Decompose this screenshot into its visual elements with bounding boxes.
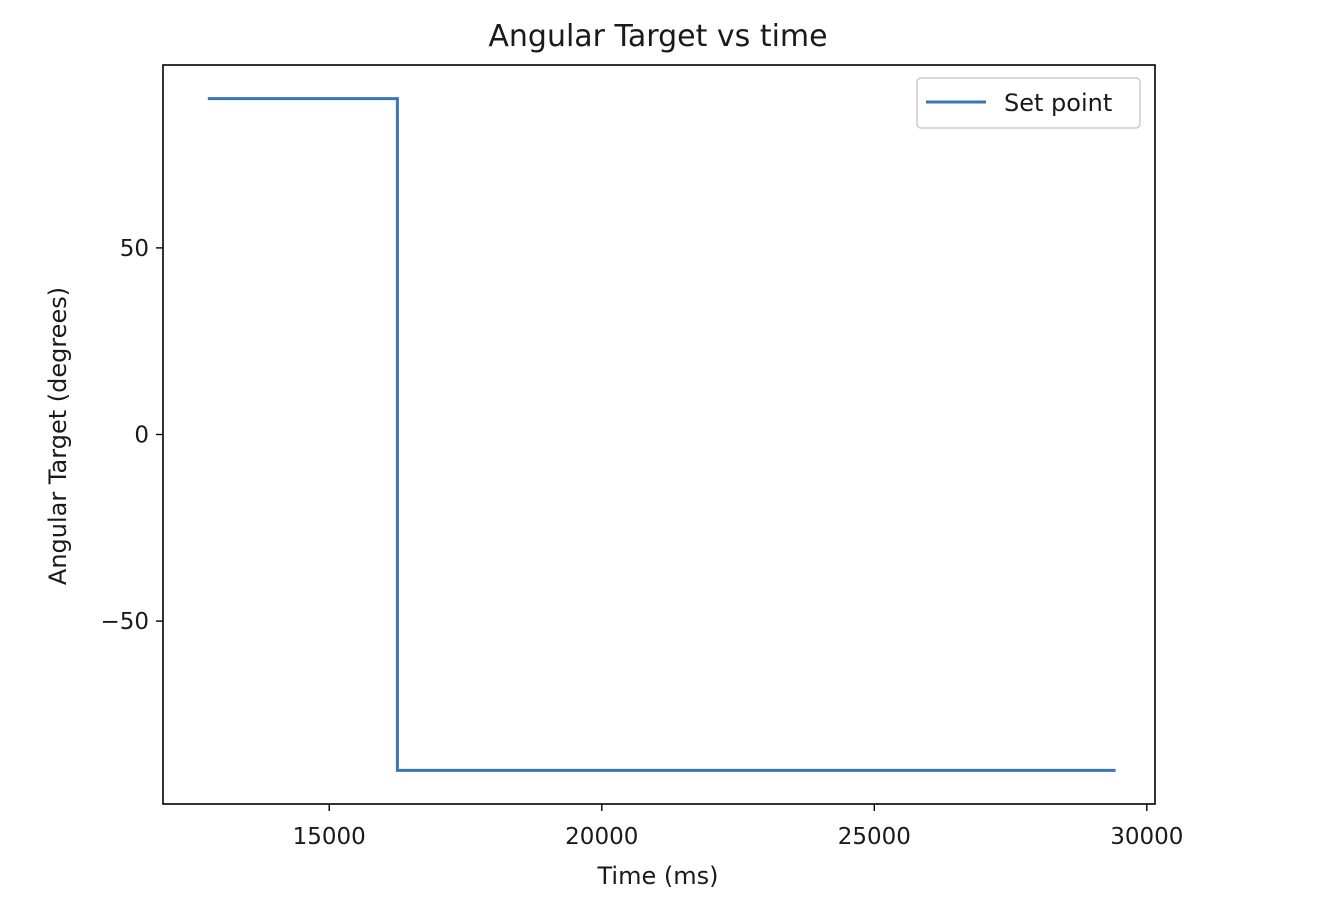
x-tick-label: 15000 bbox=[293, 824, 366, 850]
plot-area bbox=[162, 64, 1156, 805]
x-tick-label: 30000 bbox=[1110, 824, 1183, 850]
y-tick-label: −50 bbox=[100, 609, 149, 635]
plot-frame bbox=[162, 64, 1156, 805]
x-tick-label: 25000 bbox=[838, 824, 911, 850]
series-layer bbox=[207, 97, 1116, 772]
x-axis-label: Time (ms) bbox=[597, 862, 719, 890]
chart-title: Angular Target vs time bbox=[488, 19, 827, 54]
series-line-set-point bbox=[207, 97, 1116, 772]
y-axis-label: Angular Target (degrees) bbox=[44, 287, 72, 585]
y-axis-ticks: 50 0 −50 bbox=[100, 236, 163, 635]
x-axis-ticks: 15000 20000 25000 30000 bbox=[293, 804, 1183, 850]
y-tick-label: 0 bbox=[134, 423, 149, 449]
legend-box bbox=[916, 77, 1141, 129]
legend-label-set-point: Set point bbox=[1004, 89, 1112, 117]
legend: Set point bbox=[916, 77, 1141, 129]
x-tick-label: 20000 bbox=[565, 824, 638, 850]
y-tick-label: 50 bbox=[120, 236, 149, 262]
